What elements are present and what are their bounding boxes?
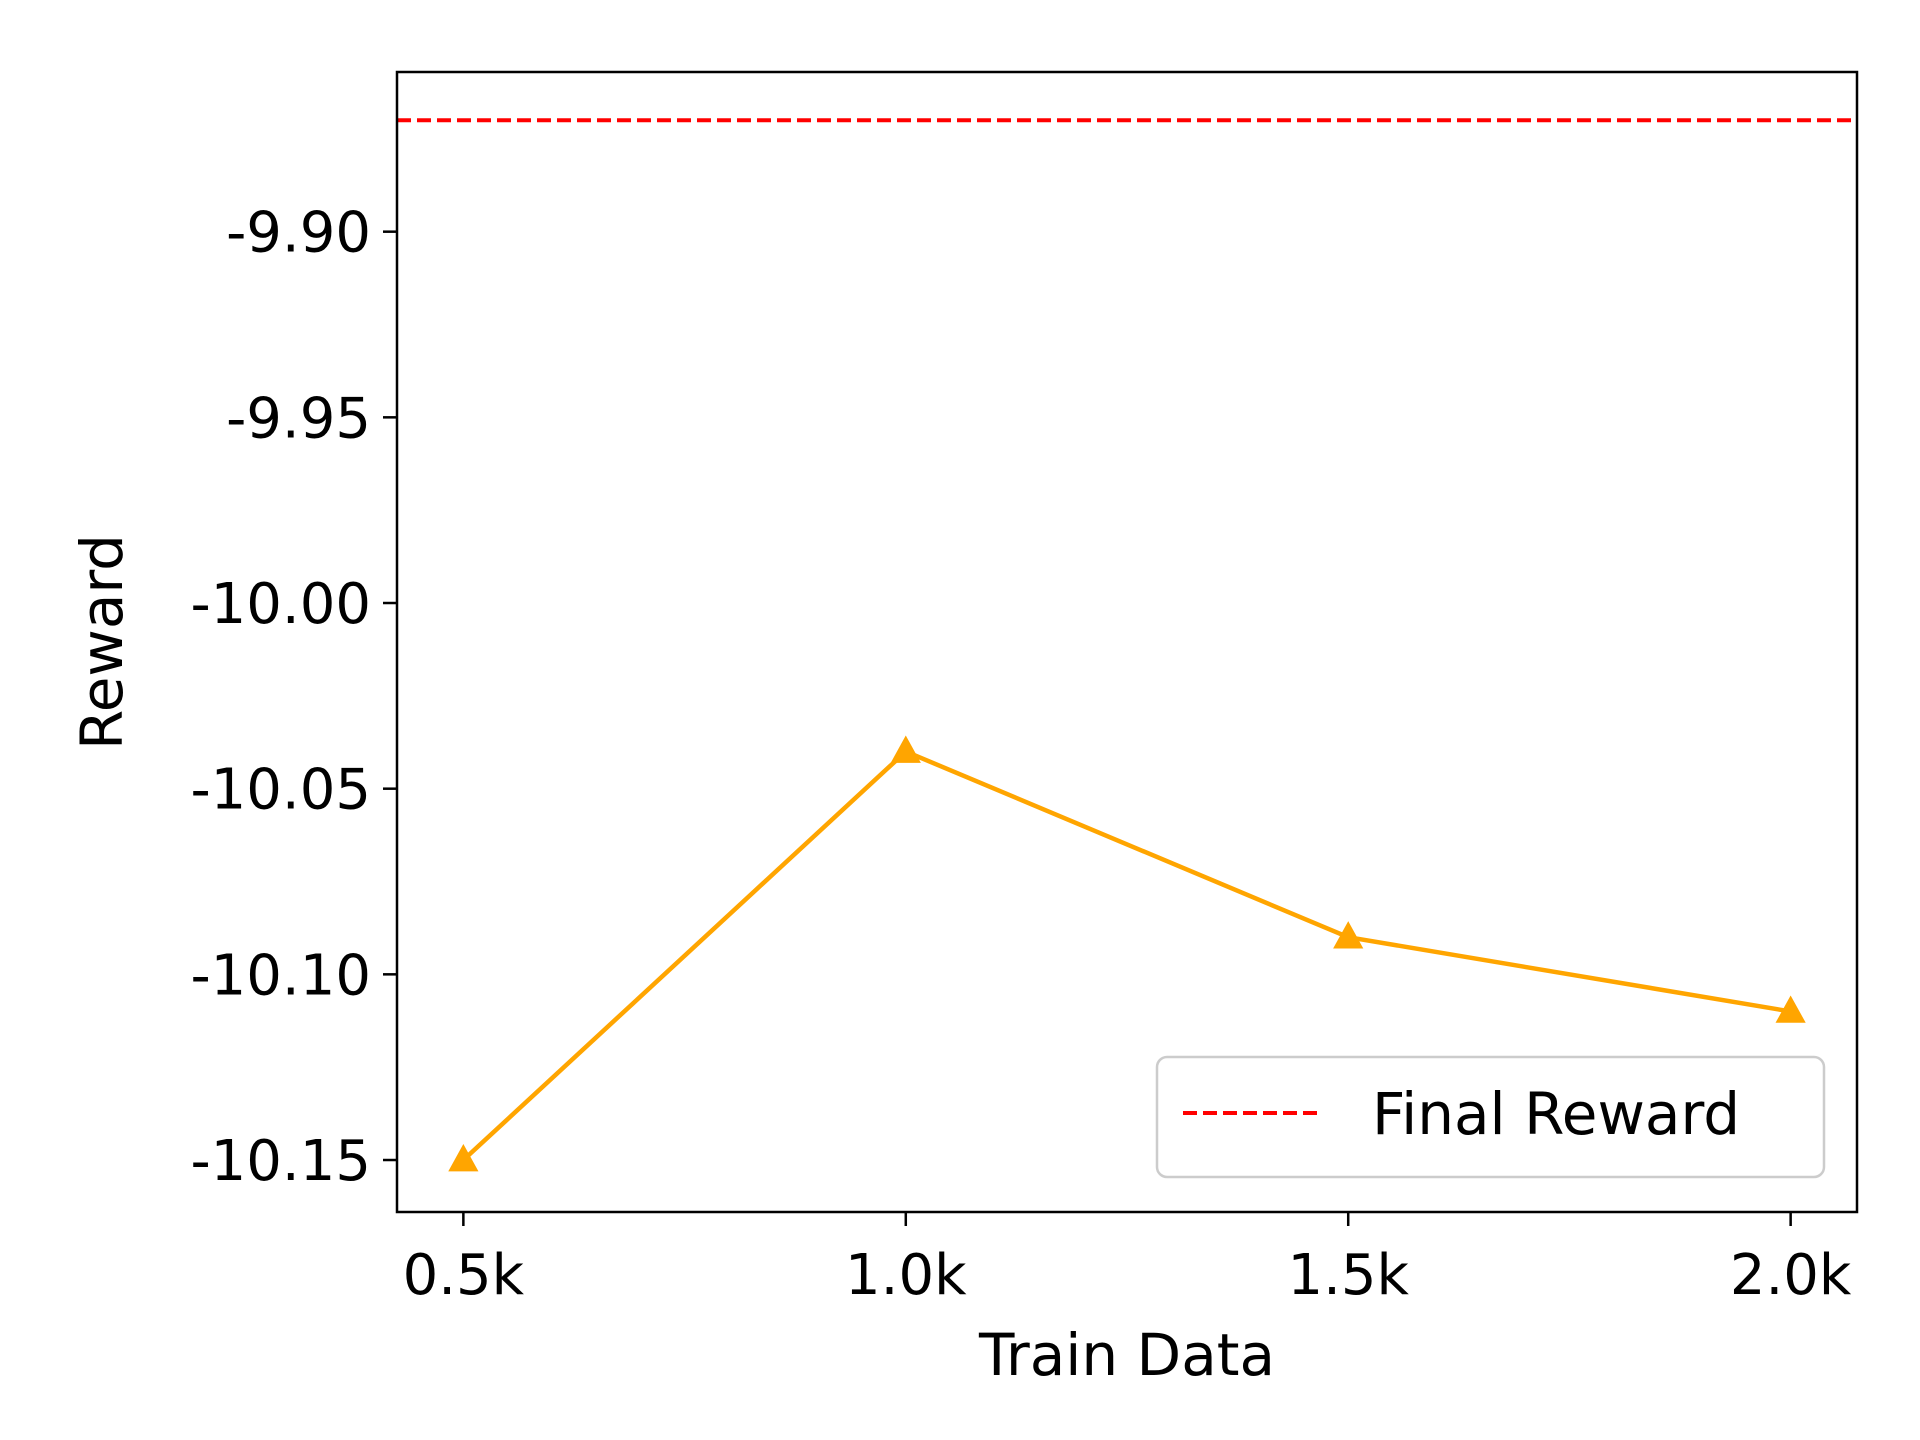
data-point-marker [1333, 921, 1364, 949]
x-tick-label: 0.5k [403, 1243, 525, 1308]
y-axis-title: Reward [68, 534, 136, 750]
legend-label-final-reward: Final Reward [1372, 1080, 1740, 1148]
data-point-marker [890, 735, 921, 763]
y-tick-label: -9.90 [226, 201, 371, 266]
legend: Final Reward [1155, 1055, 1826, 1179]
x-tick-label: 2.0k [1730, 1243, 1852, 1308]
y-tick-label: -9.95 [226, 386, 371, 451]
y-tick-label: -10.00 [190, 572, 371, 637]
data-point-marker [1775, 995, 1806, 1023]
x-tick-label: 1.0k [845, 1243, 967, 1308]
x-tick-label: 1.5k [1287, 1243, 1409, 1308]
series-layer [448, 735, 1806, 1172]
y-tick-label: -10.15 [190, 1129, 371, 1194]
y-tick-label: -10.05 [190, 758, 371, 823]
x-axis-title: Train Data [978, 1321, 1275, 1389]
data-point-marker [448, 1143, 479, 1172]
y-tick-label: -10.10 [190, 943, 371, 1008]
x-axis: 0.5k 1.0k 1.5k 2.0k [403, 1212, 1852, 1308]
legend-box [1155, 1055, 1826, 1179]
plot-frame [395, 70, 1859, 1214]
series-line [461, 749, 1792, 1162]
y-axis: -9.90 -9.95 -10.00 -10.05 -10.10 -10.15 [190, 201, 397, 1194]
